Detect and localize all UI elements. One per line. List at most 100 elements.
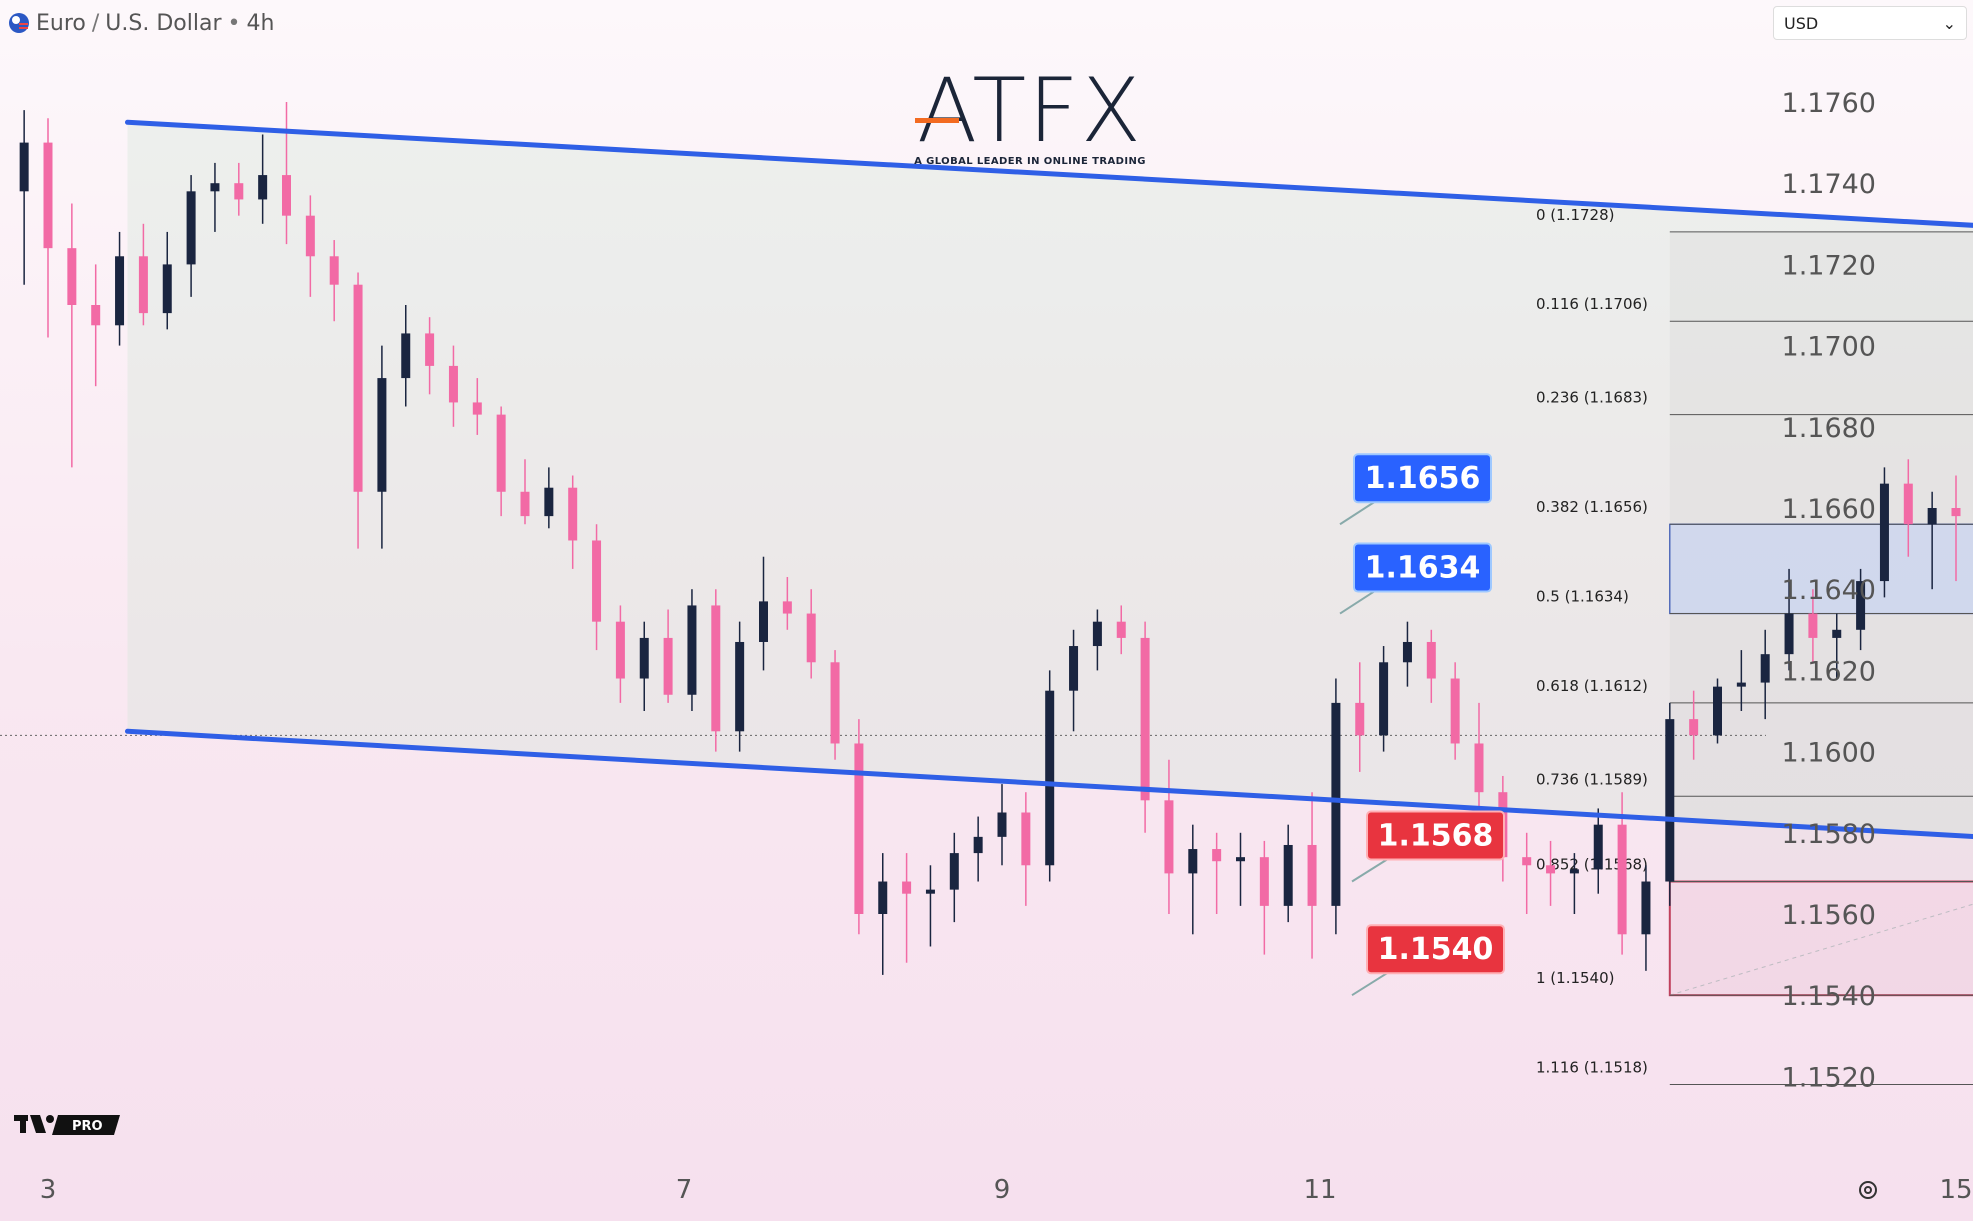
candle-body [973,836,983,854]
logo-accent-bar [915,118,959,123]
candle-body [1283,844,1293,906]
candle-body [949,853,959,890]
candle-body [401,333,411,379]
candle-body [425,333,435,366]
candle-body [67,248,77,305]
candle-body [1736,682,1746,687]
candle-body [448,365,458,403]
price-tag-text: 1.1568 [1378,819,1494,854]
candle-body [925,889,935,894]
candle-body [592,540,602,622]
symbol-header[interactable]: Euro / U.S. Dollar • 4h [8,8,274,38]
candle-body [878,881,888,914]
price-tag-pointer [1339,501,1375,526]
channel-fill [127,122,1973,837]
y-axis-tick-label: 1.1580 [1782,819,1876,850]
candle-body [1188,849,1198,874]
candle-body [1546,865,1556,874]
y-axis-tick-label: 1.1700 [1782,332,1876,363]
symbol-separator: / [91,10,100,36]
candle-body [1808,613,1818,638]
candle-body [1307,844,1317,906]
candle-body [353,284,363,492]
tv-dot [46,1115,54,1123]
x-axis-tick-label: 9 [994,1175,1011,1205]
candle-body [162,264,172,314]
interval-label[interactable]: 4h [246,10,275,36]
tv-badge-text: PRO [72,1119,103,1134]
candle-body [639,637,649,679]
quote-name: U.S. Dollar [105,10,222,36]
candle-body [1665,719,1675,882]
candle-body [1379,662,1389,736]
fib-level-label: 0.5 (1.1634) [1536,588,1629,606]
candle-body [902,881,912,894]
y-axis-tick-label: 1.1660 [1782,494,1876,525]
candle-body [1713,686,1722,736]
candle-body [782,601,792,614]
candle-body [1116,621,1126,638]
tv-badge-bg [52,1115,120,1135]
candle-body [186,191,196,265]
eu-us-flag-icon [9,13,29,33]
tv-t-stem [20,1115,26,1133]
candle-body [663,637,673,695]
interval-dot: • [227,10,241,36]
candle-body [1617,824,1627,935]
candle-body [1045,690,1055,866]
candle-body [615,621,625,679]
candle-body [1689,719,1699,736]
candle-body [1236,857,1245,862]
candle-body [544,487,554,517]
y-axis-tick-label: 1.1740 [1782,169,1876,200]
price-tag-box [1366,924,1505,975]
candle-body [806,613,816,663]
price-tag-pointer [1351,858,1388,883]
currency-select[interactable]: USD ⌄ [1773,6,1967,40]
fib-level-label: 0.236 (1.1683) [1536,389,1648,407]
currency-value: USD [1784,13,1819,33]
candle-body [210,183,220,192]
candle-body [687,605,697,695]
fib-level-label: 0.116 (1.1706) [1536,295,1648,313]
candle-body [1402,641,1412,663]
x-axis-tick-label: 15 [1939,1175,1972,1205]
candle-body [997,812,1007,837]
logo-tagline: A GLOBAL LEADER IN ONLINE TRADING [914,156,1146,167]
candle-body [1331,702,1341,906]
candle-body [1593,824,1603,870]
candle-body [1784,613,1794,655]
candle-body [1760,654,1770,683]
candle-body [1522,857,1532,866]
candle-body [1259,857,1269,906]
candle-body [1092,621,1102,647]
channel-upper-line [125,119,1973,228]
candle-body [1355,702,1365,736]
candle-body [305,215,315,257]
candle-body [43,142,53,249]
candle-body [282,175,291,216]
candle-body [329,256,339,285]
candle-body [568,487,578,541]
candle-body [1426,641,1436,679]
fib-level-label: 1 (1.1540) [1536,969,1615,987]
y-axis-tick-label: 1.1560 [1782,900,1876,931]
candle-body [1569,869,1579,874]
y-axis-tick-label: 1.1600 [1782,738,1876,769]
y-axis-tick-label: 1.1520 [1782,1062,1876,1093]
candle-body [1164,800,1174,874]
candle-body [830,662,840,744]
candle-body [377,378,387,492]
resistance-zone [1669,523,1973,615]
settings-gear-icon[interactable] [1857,1179,1879,1201]
tradingview-logo: PRO [14,1115,120,1135]
symbol-name: Euro [36,10,86,36]
support-zone [1668,880,1973,997]
price-tag-text: 1.1656 [1365,461,1481,496]
candle-body [496,414,506,492]
channel-lower-line [125,728,1973,840]
price-tag-pointer [1351,972,1388,997]
candle-body [735,641,745,732]
